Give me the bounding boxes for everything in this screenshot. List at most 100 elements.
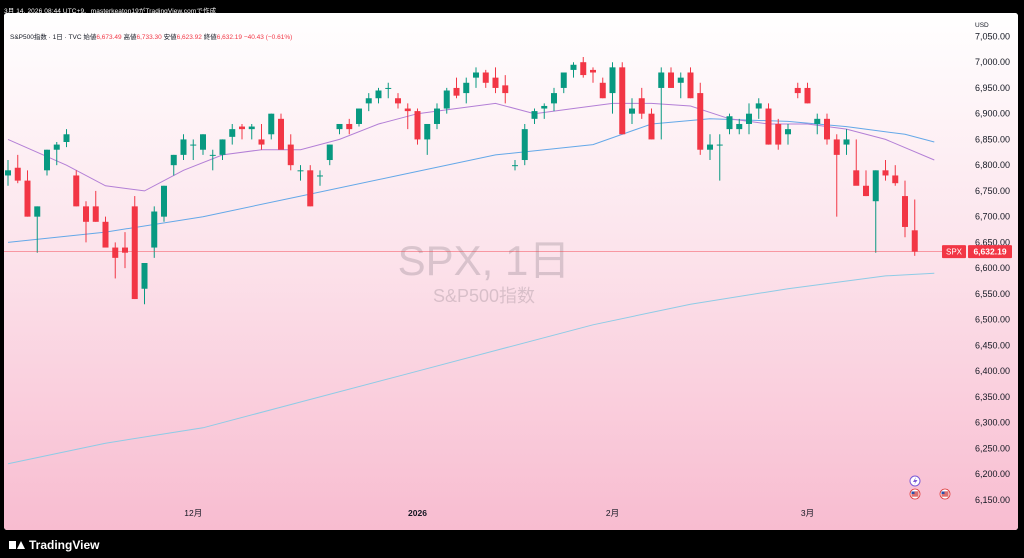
candle <box>629 98 635 124</box>
candle-body <box>53 144 60 150</box>
candle-body <box>902 196 908 227</box>
lightning-icon[interactable] <box>909 475 921 487</box>
candle <box>44 149 50 176</box>
y-tick-label: 6,600.00 <box>975 263 1010 273</box>
candle-body <box>785 129 791 135</box>
candle <box>843 129 850 155</box>
candle-body <box>892 175 899 184</box>
candle <box>112 242 119 279</box>
candle-body <box>668 72 674 88</box>
y-tick-label: 6,450.00 <box>975 340 1010 350</box>
candle <box>200 134 206 155</box>
candle <box>746 103 752 135</box>
x-tick-label: 12月 <box>184 508 202 518</box>
candle-body <box>122 247 128 253</box>
candle-body <box>599 82 606 99</box>
chart-panel[interactable]: SPX, 1日 S&P500指数 USD 7,050.00 7,000.00 6,95… <box>4 13 1018 530</box>
candle-body <box>170 154 177 166</box>
price-tag-symbol-bg <box>942 245 966 259</box>
candle <box>385 82 392 99</box>
tradingview-logo-icon <box>9 541 25 549</box>
candle <box>551 87 557 112</box>
candle <box>755 98 762 119</box>
candle-body <box>521 129 528 161</box>
us-flag-icon[interactable] <box>939 488 951 500</box>
candle <box>239 123 245 140</box>
y-tick-label: 6,350.00 <box>975 392 1010 402</box>
candle <box>424 123 431 155</box>
candle-body <box>375 90 382 99</box>
candle <box>648 108 655 140</box>
candle-body <box>629 108 635 114</box>
candle <box>141 263 148 305</box>
candle-body <box>473 72 479 78</box>
y-tick-label: 6,850.00 <box>975 134 1010 144</box>
candle <box>5 160 11 186</box>
candle-body <box>131 206 138 300</box>
candle-body <box>356 108 362 124</box>
candle <box>599 77 606 99</box>
candle-body <box>541 105 548 109</box>
change-value: −40.43 (−0.61%) <box>243 34 293 41</box>
ma-long-line <box>7 272 935 465</box>
footer-bar: TradingView <box>0 532 1024 558</box>
candle <box>414 108 421 145</box>
candle-body <box>141 263 148 289</box>
candle-body <box>824 118 830 140</box>
candle-body <box>102 221 109 248</box>
candle <box>794 82 801 99</box>
candle <box>590 67 596 83</box>
candle <box>482 69 489 88</box>
candle-body <box>200 134 206 150</box>
brand-name: TradingView <box>29 538 100 552</box>
price-chart[interactable]: SPX, 1日 S&P500指数 USD 7,050.00 7,000.00 6,95… <box>4 13 1018 530</box>
y-tick-label: 7,000.00 <box>975 57 1010 67</box>
candle-body <box>911 230 918 252</box>
candle <box>775 118 782 150</box>
price-tag-value-bg <box>968 245 1012 259</box>
candle-body <box>44 149 50 171</box>
candle <box>512 160 518 171</box>
tradingview-logo[interactable]: TradingView <box>9 538 99 552</box>
candle <box>911 199 918 256</box>
candle-body <box>443 90 450 109</box>
high-value: 6,733.30 <box>136 34 162 41</box>
candle-body <box>453 87 460 96</box>
candle-body <box>336 123 343 130</box>
candle-body <box>463 82 470 94</box>
candle <box>180 134 187 161</box>
candle-body <box>687 72 694 99</box>
candle-body <box>317 175 323 177</box>
candle-body <box>755 103 762 109</box>
candle-body <box>619 67 626 135</box>
ma-mid-line <box>7 118 935 243</box>
us-flag-icon[interactable] <box>909 488 921 500</box>
y-tick-label: 6,800.00 <box>975 160 1010 170</box>
y-tick-label: 7,050.00 <box>975 31 1010 41</box>
candle-body <box>853 170 860 186</box>
candle-body <box>268 113 275 135</box>
candle <box>872 170 879 253</box>
candle <box>131 196 138 300</box>
candle-body <box>287 144 294 166</box>
candle-body <box>63 134 70 142</box>
high-label: 高値 <box>123 34 137 41</box>
candle-body <box>92 206 99 222</box>
candle-body <box>609 67 616 94</box>
candle <box>473 67 479 88</box>
candle <box>443 87 450 114</box>
candle-body <box>209 154 216 156</box>
candle-body <box>677 77 684 83</box>
candle-body <box>365 98 372 104</box>
x-tick-label: 2026 <box>408 508 427 518</box>
candle-body <box>882 170 889 176</box>
candle-body <box>73 175 80 207</box>
candle <box>53 142 60 166</box>
y-tick-label: 6,150.00 <box>975 495 1010 505</box>
candle <box>453 77 460 99</box>
candle <box>658 67 665 140</box>
candle-body <box>297 170 304 172</box>
candle <box>248 123 255 140</box>
candle <box>122 232 128 269</box>
